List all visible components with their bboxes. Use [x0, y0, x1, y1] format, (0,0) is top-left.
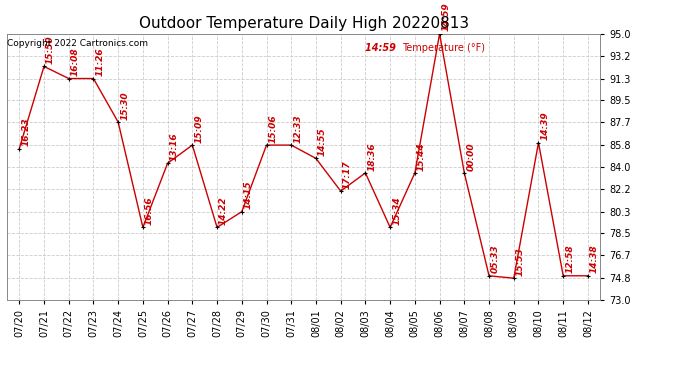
Text: 16:56: 16:56 — [145, 196, 154, 225]
Text: 14:39: 14:39 — [540, 112, 549, 140]
Text: 15:09: 15:09 — [195, 114, 204, 142]
Text: 12:58: 12:58 — [565, 245, 574, 273]
Text: 14:15: 14:15 — [244, 181, 253, 209]
Text: 11:26: 11:26 — [95, 48, 104, 76]
Text: 15:06: 15:06 — [268, 114, 277, 142]
Text: 05:33: 05:33 — [491, 245, 500, 273]
Text: 14:59: 14:59 — [365, 44, 402, 53]
Text: Temperature (°F): Temperature (°F) — [402, 44, 486, 53]
Text: 14:38: 14:38 — [590, 245, 599, 273]
Text: 14:55: 14:55 — [318, 128, 327, 156]
Text: 16:08: 16:08 — [70, 48, 79, 76]
Text: Copyright 2022 Cartronics.com: Copyright 2022 Cartronics.com — [7, 39, 148, 48]
Text: 15:44: 15:44 — [417, 142, 426, 171]
Text: 12:33: 12:33 — [293, 114, 302, 142]
Text: 15:34: 15:34 — [392, 196, 401, 225]
Text: 14:22: 14:22 — [219, 196, 228, 225]
Title: Outdoor Temperature Daily High 20220813: Outdoor Temperature Daily High 20220813 — [139, 16, 469, 31]
Text: 15:53: 15:53 — [515, 247, 524, 276]
Text: 15:50: 15:50 — [46, 35, 55, 64]
Text: 18:36: 18:36 — [367, 142, 376, 171]
Text: 17:17: 17:17 — [343, 160, 352, 189]
Text: 15:30: 15:30 — [120, 91, 129, 120]
Text: 00:00: 00:00 — [466, 142, 475, 171]
Text: 14:59: 14:59 — [442, 3, 451, 32]
Text: 13:16: 13:16 — [170, 132, 179, 161]
Text: 16:23: 16:23 — [21, 118, 30, 146]
